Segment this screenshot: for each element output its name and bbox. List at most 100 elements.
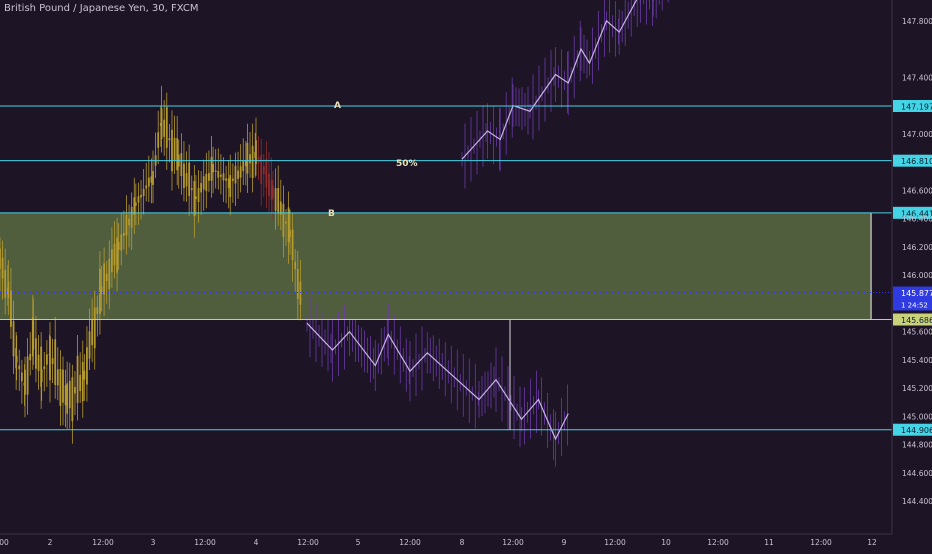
candle-body xyxy=(113,243,116,266)
candle-body xyxy=(289,230,291,237)
candle-body xyxy=(180,153,183,177)
candle-body xyxy=(0,248,1,269)
candle-body xyxy=(163,119,166,137)
candle-body xyxy=(59,368,62,406)
time-tick-label: 2 xyxy=(48,538,53,547)
candle-body xyxy=(268,173,270,197)
candle-body xyxy=(222,173,225,181)
candle-body xyxy=(282,203,285,238)
time-tick-label: 11 xyxy=(764,538,774,547)
price-tick-label: 145.000 xyxy=(902,412,932,421)
projection-up-path[interactable] xyxy=(461,0,675,160)
time-tick-label: 8 xyxy=(460,538,465,547)
level-tag-label: 145.686 xyxy=(901,316,932,325)
candle-body xyxy=(32,320,35,350)
supply-demand-zone[interactable] xyxy=(0,212,872,320)
candle-body xyxy=(133,197,136,215)
candle-body xyxy=(37,354,40,371)
candle-body xyxy=(157,132,160,148)
candle-body xyxy=(20,372,23,382)
candle-body xyxy=(35,338,37,369)
annotation-b: B xyxy=(328,209,335,219)
candle-body xyxy=(265,158,268,188)
candle-body xyxy=(68,380,71,409)
candle-body xyxy=(93,307,96,349)
candle-body xyxy=(88,331,91,359)
candle-body xyxy=(66,383,69,414)
price-tick-label: 147.000 xyxy=(902,130,932,139)
candle-body xyxy=(10,290,12,327)
candle-body xyxy=(26,356,29,395)
candle-body xyxy=(168,138,171,141)
annotation-a: A xyxy=(334,101,341,111)
time-tick-label: 12:00 xyxy=(92,538,114,547)
candle-body xyxy=(160,108,163,139)
candle-body xyxy=(197,187,200,203)
candle-body xyxy=(152,170,154,185)
price-tick-label: 147.400 xyxy=(902,73,932,82)
candle-body xyxy=(274,188,277,212)
candle-body xyxy=(24,369,26,395)
candle-body xyxy=(40,369,43,382)
candle-body xyxy=(296,269,299,300)
candle-body xyxy=(195,196,197,200)
candle-body xyxy=(54,339,57,385)
candle-body xyxy=(116,237,118,273)
candle-body xyxy=(91,319,94,346)
level-tag-label: 146.441 xyxy=(901,209,932,218)
level-tag-label: 146.810 xyxy=(901,157,932,166)
candle-body xyxy=(200,183,203,193)
candle-body xyxy=(227,178,230,189)
price-tick-label: 145.600 xyxy=(902,328,932,337)
candle-body xyxy=(40,346,43,387)
candle-body xyxy=(294,261,297,270)
price-tick-label: 145.200 xyxy=(902,384,932,393)
candle-body xyxy=(103,263,105,295)
candle-body xyxy=(29,353,32,361)
candle-body xyxy=(74,387,76,394)
level-tag-label: 144.906 xyxy=(901,426,932,435)
candle-body xyxy=(4,269,7,298)
candle-body xyxy=(285,221,287,224)
candle-body xyxy=(15,355,18,363)
price-tick-label: 144.600 xyxy=(902,469,932,478)
price-tick-label: 146.000 xyxy=(902,271,932,280)
candle-body xyxy=(140,195,142,198)
time-tick-label: 12:00 xyxy=(707,538,729,547)
candle-body xyxy=(12,321,15,357)
candle-body xyxy=(137,196,140,203)
candle-body xyxy=(234,165,237,184)
candle-body xyxy=(225,178,227,181)
candle-body xyxy=(96,307,99,314)
candle-body xyxy=(242,160,245,172)
projection-down-path[interactable] xyxy=(306,322,569,441)
candle-body xyxy=(208,173,210,181)
candle-body xyxy=(277,188,280,213)
candle-body xyxy=(272,185,274,198)
candle-body xyxy=(217,170,220,178)
candle-body xyxy=(176,138,179,171)
candle-body xyxy=(120,234,123,251)
candle-body xyxy=(79,374,82,392)
candle-body xyxy=(185,173,188,187)
time-tick-label: 10 xyxy=(661,538,671,547)
candle-body xyxy=(210,156,213,181)
candle-body xyxy=(142,188,145,197)
price-tick-label: 147.800 xyxy=(902,17,932,26)
current-price-label: 145.877 xyxy=(901,289,932,298)
candle-body xyxy=(111,249,113,273)
time-tick-label: 12:00 xyxy=(399,538,421,547)
time-tick-label: 3 xyxy=(151,538,156,547)
candle-body xyxy=(287,207,290,243)
candle-body xyxy=(125,214,128,236)
candle-body xyxy=(64,385,67,406)
candle-body xyxy=(260,154,263,185)
candle-body xyxy=(291,229,294,261)
candle-body xyxy=(45,354,48,365)
candle-body xyxy=(229,175,232,198)
time-tick-label: 4 xyxy=(254,538,259,547)
level-tag-bg xyxy=(893,313,932,326)
candle-body xyxy=(100,286,103,294)
